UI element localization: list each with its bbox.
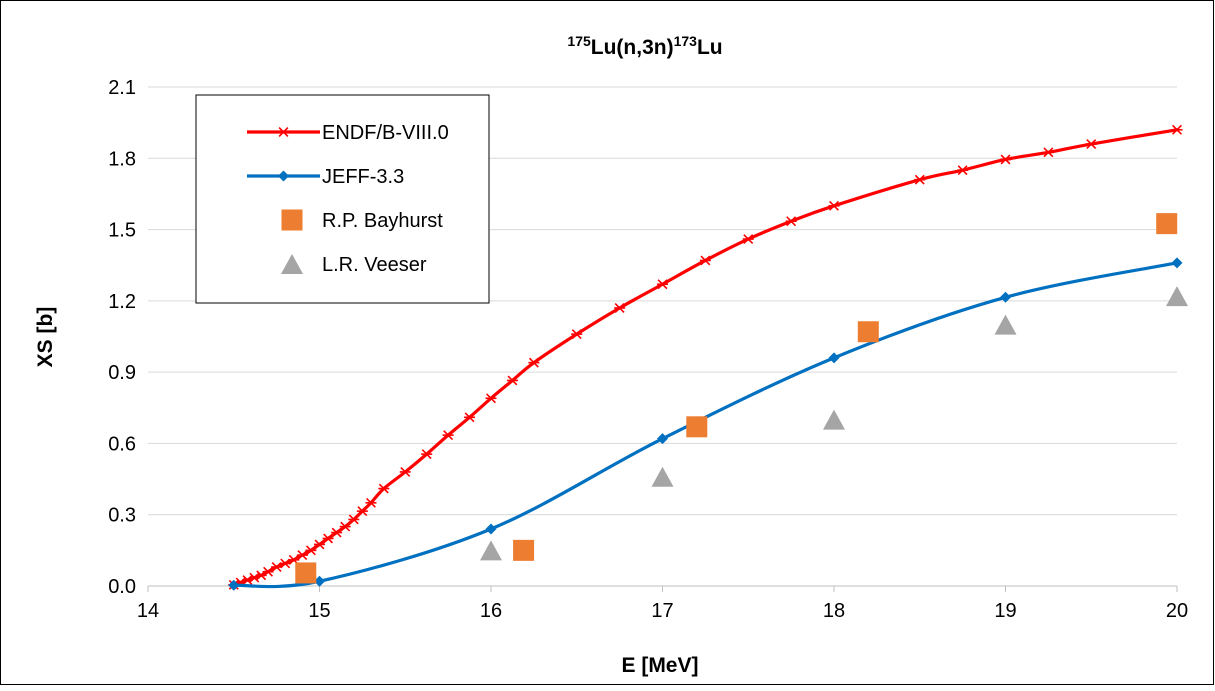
legend-swatch-marker (281, 254, 303, 274)
y-tick-label: 1.2 (108, 291, 136, 313)
x-tick-label: 19 (994, 600, 1016, 622)
y-tick-label: 0.6 (108, 433, 136, 455)
data-point-endf-b-viii-0 (657, 279, 668, 290)
data-point-endf-b-viii-0 (378, 483, 390, 494)
data-point-r-p-bayhurst (1156, 213, 1178, 235)
data-point-endf-b-viii-0 (506, 375, 518, 386)
x-tick-label: 18 (823, 600, 845, 622)
legend-items: ENDF/B-VIII.0 JEFF-3.3 R.P. Bayhurst L.R. V… (247, 122, 449, 276)
data-point-l-r-veeser (1166, 286, 1188, 307)
legend-label: R.P. Bayhurst (322, 210, 443, 232)
data-point-endf-b-viii-0 (322, 533, 334, 544)
data-point-l-r-veeser (823, 409, 845, 430)
data-point-endf-b-viii-0 (742, 234, 754, 245)
data-point-r-p-bayhurst (513, 539, 535, 561)
data-point-endf-b-viii-0 (614, 303, 626, 313)
x-tick-label: 16 (480, 600, 502, 622)
tick-labels: 0.0 0.3 0.6 0.9 1.2 1.5 1.8 2.1 14 15 16 17 18 19 20 (108, 77, 1188, 622)
data-point-jeff-3-3 (828, 352, 840, 364)
legend-box (195, 94, 490, 304)
legend-label: L.R. Veeser (322, 254, 427, 276)
data-point-endf-b-viii-0 (262, 566, 274, 577)
y-axis-label: XS [b] (34, 307, 57, 368)
legend-swatch-marker (281, 209, 303, 231)
data-point-endf-b-viii-0 (348, 514, 360, 525)
y-tick-label: 1.8 (108, 148, 136, 170)
data-point-endf-b-viii-0 (828, 200, 840, 211)
data-point-endf-b-viii-0 (1042, 147, 1054, 158)
y-tick-label: 0.0 (108, 576, 136, 598)
data-point-endf-b-viii-0 (785, 216, 797, 227)
data-point-endf-b-viii-0 (399, 466, 411, 477)
data-point-endf-b-viii-0 (296, 550, 308, 561)
legend-swatch-marker (278, 127, 289, 137)
data-point-endf-b-viii-0 (464, 412, 476, 423)
data-point-jeff-3-3 (1171, 257, 1183, 269)
series (228, 124, 1188, 591)
y-tick-label: 1.5 (108, 220, 136, 242)
title-part-2: Lu (697, 36, 723, 59)
x-tick-label: 14 (137, 600, 159, 622)
data-point-r-p-bayhurst (295, 562, 317, 584)
data-point-jeff-3-3 (485, 523, 497, 535)
x-tick-label: 20 (1166, 600, 1188, 622)
title-superscript-mass-1: 175 (567, 33, 591, 49)
data-point-endf-b-viii-0 (305, 545, 317, 556)
data-point-endf-b-viii-0 (442, 430, 454, 441)
data-point-jeff-3-3 (314, 575, 325, 587)
legend-label: ENDF/B-VIII.0 (322, 122, 449, 144)
legend-item-l-r-veeser: L.R. Veeser (281, 254, 427, 276)
data-point-endf-b-viii-0 (279, 558, 291, 569)
data-point-l-r-veeser (994, 314, 1017, 335)
data-point-endf-b-viii-0 (485, 393, 497, 404)
data-point-r-p-bayhurst (857, 321, 879, 343)
data-point-l-r-veeser (651, 466, 674, 487)
legend: ENDF/B-VIII.0 JEFF-3.3 R.P. Bayhurst L.R. V… (195, 94, 490, 304)
y-tick-label: 0.3 (108, 505, 136, 527)
x-axis-label: E [MeV] (621, 654, 698, 677)
data-point-endf-b-viii-0 (699, 255, 711, 266)
legend-item-endf-b-viii-0: ENDF/B-VIII.0 (247, 122, 449, 144)
data-point-endf-b-viii-0 (331, 527, 343, 538)
series-l-r-veeser (480, 286, 1188, 561)
data-point-endf-b-viii-0 (1000, 154, 1011, 165)
data-point-endf-b-viii-0 (1085, 139, 1097, 149)
series-endf-b-viii-0 (228, 124, 1183, 590)
data-point-jeff-3-3 (1000, 291, 1011, 303)
data-point-endf-b-viii-0 (914, 174, 926, 185)
data-point-endf-b-viii-0 (339, 521, 351, 532)
series-r-p-bayhurst (295, 213, 1178, 584)
data-point-endf-b-viii-0 (1171, 124, 1183, 135)
data-point-endf-b-viii-0 (271, 562, 283, 572)
x-tick-label: 17 (651, 600, 673, 622)
chart-title: 175Lu(n,3n)173Lu (567, 33, 722, 59)
x-tick-label: 15 (308, 600, 330, 622)
title-superscript-mass-2: 173 (674, 33, 698, 49)
data-point-jeff-3-3 (228, 579, 240, 591)
data-point-l-r-veeser (480, 540, 502, 561)
title-part-1: Lu(n,3n) (591, 36, 674, 59)
legend-swatch-marker (278, 170, 289, 182)
data-point-endf-b-viii-0 (528, 357, 540, 368)
data-point-endf-b-viii-0 (421, 449, 433, 460)
legend-item-jeff-3-3: JEFF-3.3 (247, 166, 404, 188)
data-point-r-p-bayhurst (686, 416, 708, 438)
data-point-endf-b-viii-0 (571, 329, 583, 340)
y-tick-label: 2.1 (108, 77, 136, 99)
series-jeff-3-3 (228, 257, 1183, 591)
legend-label: JEFF-3.3 (322, 166, 404, 188)
data-point-jeff-3-3 (657, 433, 668, 445)
data-point-endf-b-viii-0 (365, 497, 377, 508)
y-tick-label: 0.9 (108, 362, 136, 384)
data-point-endf-b-viii-0 (314, 539, 325, 550)
data-point-endf-b-viii-0 (957, 165, 969, 176)
legend-item-r-p-bayhurst: R.P. Bayhurst (281, 209, 443, 232)
data-point-endf-b-viii-0 (356, 506, 368, 517)
